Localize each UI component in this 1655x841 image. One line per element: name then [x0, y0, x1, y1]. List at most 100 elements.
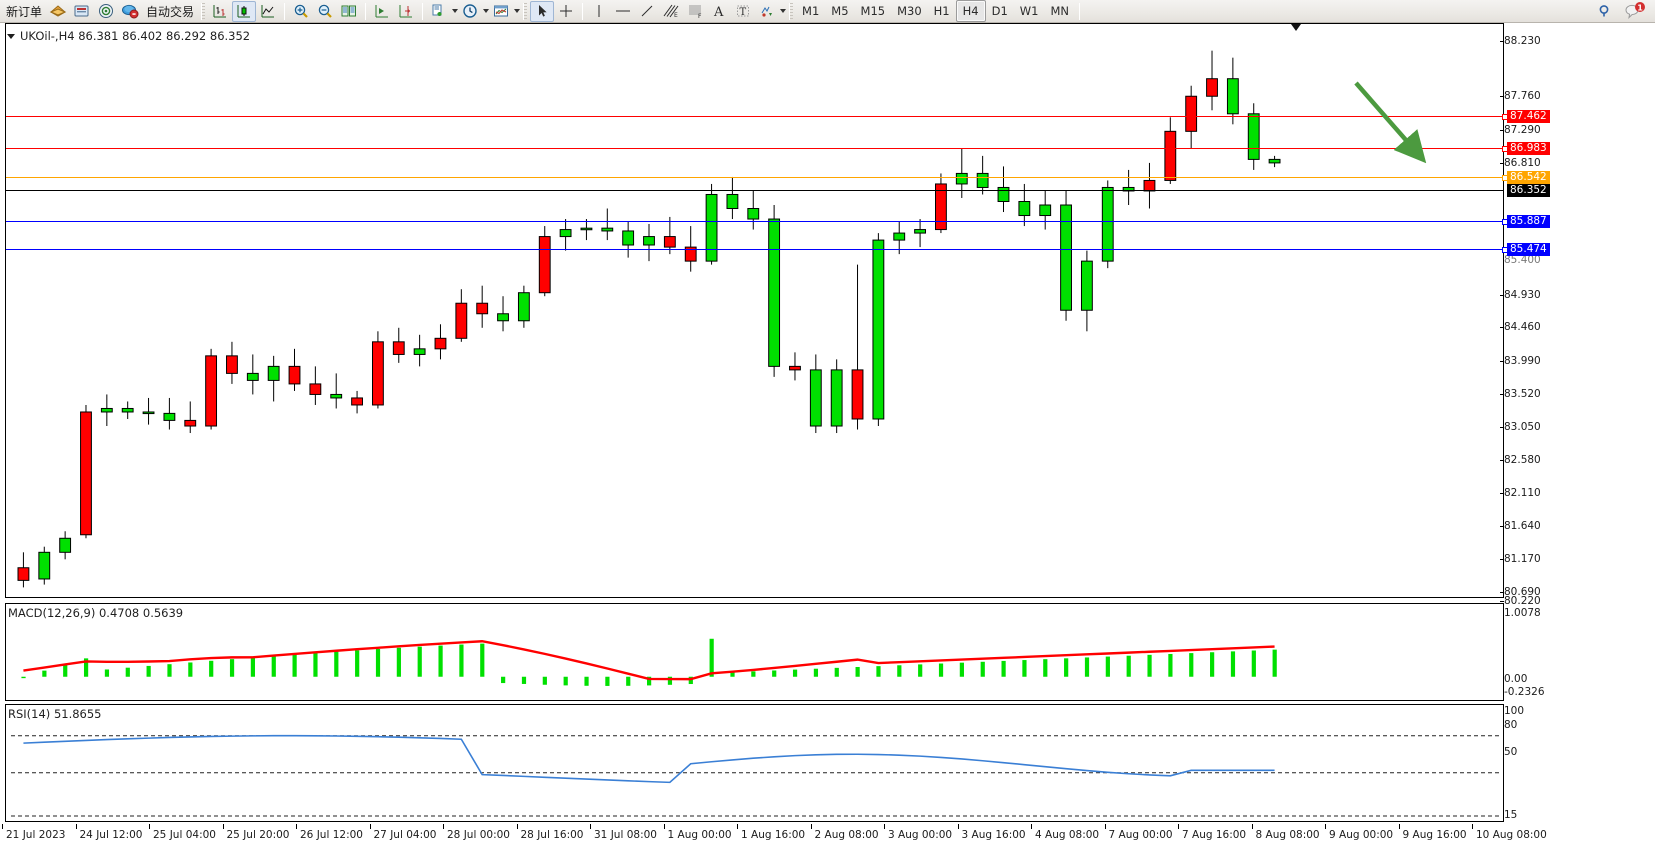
down-arrow-annotation[interactable]	[1350, 75, 1510, 205]
price-tick: 80.690	[1500, 586, 1541, 598]
price-tick: 82.110	[1500, 487, 1541, 499]
rsi-tick: 15	[1504, 809, 1518, 821]
indicators-icon[interactable]	[427, 1, 451, 22]
trendline-icon[interactable]	[635, 1, 659, 22]
templates-dropdown-caret[interactable]	[514, 9, 521, 13]
search-icon[interactable]	[1593, 1, 1617, 22]
main-toolbar: 新订单 自动交易	[0, 0, 1655, 23]
price-tag-resistance-1[interactable]: 86.983	[1507, 142, 1550, 155]
price-tag-support-1[interactable]: 85.887	[1507, 215, 1550, 228]
toolbar-grip-2[interactable]	[523, 2, 528, 20]
price-line-support-1[interactable]	[6, 219, 1508, 225]
rsi-tick: 100	[1504, 705, 1525, 717]
new-order-button[interactable]: 新订单	[6, 4, 43, 19]
rsi-panel[interactable]	[5, 704, 1504, 822]
price-line-resistance-1[interactable]	[6, 146, 1508, 152]
time-tick: 7 Aug 00:00	[1104, 824, 1173, 841]
zoom-out-icon[interactable]	[313, 1, 337, 22]
chart-area[interactable]: UKOil-,H4 86.381 86.402 86.292 86.352 87…	[0, 23, 1655, 841]
time-tick: 25 Jul 20:00	[222, 824, 289, 841]
timeframe-m1[interactable]: M1	[802, 4, 820, 18]
price-tag-last: 86.352	[1507, 184, 1550, 197]
time-tick: 25 Jul 04:00	[149, 824, 216, 841]
price-tick: 80.220	[1500, 595, 1541, 607]
bar-chart-icon[interactable]	[208, 1, 232, 22]
timeframe-m5[interactable]: M5	[831, 4, 849, 18]
macd-tick: -0.2326	[1504, 686, 1545, 698]
price-tick: 83.050	[1500, 421, 1541, 433]
time-tick: 9 Aug 00:00	[1325, 824, 1393, 841]
time-tick: 28 Jul 00:00	[443, 824, 510, 841]
candlestick-chart-icon[interactable]	[232, 0, 257, 22]
price-line-pivot[interactable]	[6, 175, 1508, 181]
terminal-icon[interactable]	[70, 1, 94, 22]
timeframe-m15[interactable]: M15	[860, 4, 886, 18]
alerts-icon[interactable]: 1	[1623, 1, 1647, 22]
equidistant-channel-icon[interactable]: E	[659, 1, 683, 22]
price-tick: 86.810	[1500, 157, 1541, 169]
text-icon[interactable]: T	[731, 1, 755, 22]
time-tick: 26 Jul 12:00	[296, 824, 363, 841]
time-tick: 3 Aug 00:00	[884, 824, 952, 841]
zoom-in-icon[interactable]	[289, 1, 313, 22]
text-label-icon[interactable]: A	[707, 1, 731, 22]
price-tag-resistance-2[interactable]: 87.462	[1507, 110, 1550, 123]
price-tick: 83.520	[1500, 388, 1541, 400]
crosshair-icon[interactable]	[554, 1, 578, 22]
price-tag-pivot[interactable]: 86.542	[1507, 171, 1550, 184]
price-axis[interactable]	[1504, 23, 1655, 823]
shapes-icon[interactable]	[755, 1, 779, 22]
price-tick: 87.290	[1500, 124, 1541, 136]
time-tick: 4 Aug 08:00	[1031, 824, 1099, 841]
cursor-icon[interactable]	[530, 0, 555, 22]
rsi-label: RSI(14) 51.8655	[8, 707, 102, 721]
signals-icon[interactable]	[94, 1, 118, 22]
timeframe-m30[interactable]: M30	[897, 4, 922, 18]
toolbar-separator-4	[582, 2, 584, 20]
rsi-tick: 50	[1504, 746, 1518, 758]
svg-text:T: T	[740, 7, 747, 18]
timeframe-mn[interactable]: MN	[1050, 4, 1069, 18]
vertical-line-icon[interactable]	[587, 1, 611, 22]
macd-panel[interactable]	[5, 603, 1504, 701]
fibonacci-icon[interactable]: F	[683, 1, 707, 22]
tile-windows-icon[interactable]	[337, 1, 361, 22]
chevron-down-icon[interactable]	[7, 33, 15, 39]
chart-shift-icon[interactable]	[394, 1, 418, 22]
svg-text:F: F	[698, 13, 702, 19]
templates-icon[interactable]	[489, 1, 513, 22]
toolbar-separator	[284, 2, 286, 20]
autotrade-label[interactable]: 自动交易	[146, 4, 195, 19]
toolbar-grip-3[interactable]	[789, 2, 794, 20]
svg-text:E: E	[674, 12, 678, 19]
scroll-end-icon[interactable]	[370, 1, 394, 22]
toolbar-grip[interactable]	[201, 2, 206, 20]
time-tick: 21 Jul 2023	[2, 824, 65, 841]
timeframe-w1[interactable]: W1	[1019, 4, 1039, 18]
time-tick: 8 Aug 08:00	[1251, 824, 1320, 841]
time-tick: 7 Aug 16:00	[1178, 824, 1246, 841]
shapes-dropdown-caret[interactable]	[780, 9, 787, 13]
price-line-resistance-2[interactable]	[6, 114, 1508, 120]
autotrade-icon[interactable]	[118, 1, 142, 22]
timeframe-d1[interactable]: D1	[991, 4, 1008, 18]
price-line-support-2[interactable]	[6, 247, 1508, 253]
toolbar-separator-2	[365, 2, 367, 20]
period-dropdown-caret[interactable]	[483, 9, 490, 13]
timeframe-h4[interactable]: H4	[955, 0, 986, 22]
time-tick: 28 Jul 16:00	[516, 824, 583, 841]
time-tick: 2 Aug 08:00	[810, 824, 879, 841]
time-tick: 9 Aug 16:00	[1398, 824, 1467, 841]
horizontal-line-icon[interactable]	[611, 1, 635, 22]
macd-tick: 1.0078	[1504, 607, 1541, 619]
line-chart-icon[interactable]	[256, 1, 280, 22]
time-tick: 24 Jul 12:00	[75, 824, 142, 841]
time-tick: 31 Jul 08:00	[590, 824, 657, 841]
price-tick: 83.990	[1500, 355, 1541, 367]
price-panel[interactable]	[5, 23, 1504, 598]
expert-advisor-icon[interactable]	[46, 1, 70, 22]
period-icon[interactable]	[458, 1, 482, 22]
indicators-dropdown-caret[interactable]	[452, 9, 459, 13]
timeframe-h1[interactable]: H1	[933, 4, 950, 18]
price-tag-support-2[interactable]: 85.474	[1507, 243, 1550, 256]
